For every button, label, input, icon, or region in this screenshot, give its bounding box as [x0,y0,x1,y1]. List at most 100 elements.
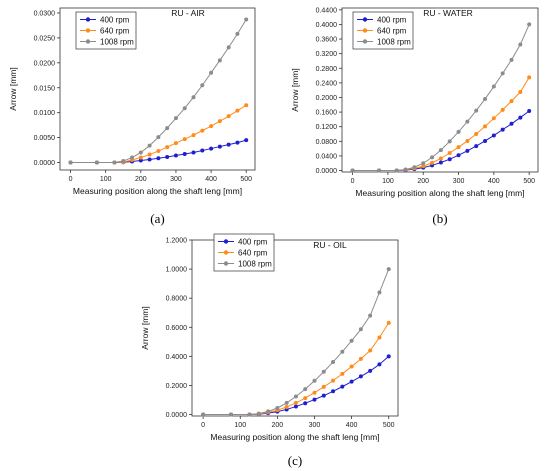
chart-title: RU - OIL [313,240,347,250]
data-point-1008 [209,70,214,75]
data-point-1008 [430,155,435,160]
data-point-1008 [201,412,206,417]
data-point-1008 [491,84,496,89]
chart-panel-b: 0 100 200 300 400 500 0.0000 0.0400 0.0800 0.1200… [290,7,539,226]
data-point-400 [483,138,488,143]
data-point-640 [235,108,240,113]
legend-label: 640 rpm [100,27,130,36]
data-point-640 [456,145,461,150]
data-point-1008 [377,290,382,295]
data-point-1008 [350,168,355,173]
chart-title: RU - WATER [423,8,473,18]
x-tick-label: 400 [346,422,358,429]
data-point-640 [191,133,196,138]
y-tick-label: 0.0000 [316,168,338,175]
y-tick-label: 0.0400 [316,153,338,160]
legend-box [75,11,137,50]
data-point-1008 [456,129,461,134]
y-tick-label: 0.0100 [34,110,56,117]
x-tick-label: 100 [382,178,394,185]
data-point-640 [430,160,435,165]
panel-label: (c) [288,453,302,468]
data-point-640 [358,356,363,361]
data-point-640 [321,384,326,389]
data-point-1008 [256,411,261,416]
x-tick-label: 0 [351,178,355,185]
y-tick-label: 0.2800 [316,66,338,73]
x-tick-label: 500 [240,176,252,183]
data-point-400 [182,152,187,157]
data-point-1008 [412,165,417,170]
x-tick-label: 100 [100,176,112,183]
data-point-400 [456,153,461,158]
data-point-400 [165,155,170,160]
data-point-640 [491,116,496,121]
data-point-400 [377,362,382,367]
data-point-640 [200,128,205,133]
x-tick-label: 0 [69,176,73,183]
data-point-400 [358,374,363,379]
data-point-1008 [173,116,178,121]
data-point-400 [173,153,178,158]
legend-label: 1008 rpm [100,38,134,47]
x-tick-label: 200 [135,176,147,183]
y-tick-label: 0.2000 [316,95,338,102]
data-point-1008 [358,327,363,332]
legend-marker-400 [223,239,229,244]
data-point-400 [138,158,143,163]
data-point-640 [483,124,488,129]
y-tick-label: 0.0050 [34,135,56,142]
data-point-400 [491,133,496,138]
chart-panel-a: 0 100 200 300 400 500 0.0000 0.0050 0.0100 0.0150… [8,7,256,226]
x-tick-label: 400 [488,178,500,185]
data-point-640 [284,404,289,409]
data-point-1008 [340,349,345,354]
legend: 400 rpm 640 rpm 1008 rpm [213,233,275,272]
legend-label: 400 rpm [238,238,268,247]
legend-label: 400 rpm [377,16,407,25]
data-point-640 [303,396,308,401]
y-tick-label: 0.2000 [166,383,188,390]
data-point-400 [303,401,308,406]
data-point-400 [509,121,514,126]
data-point-640 [386,320,391,325]
data-point-1008 [421,161,426,166]
data-point-1008 [403,167,408,172]
data-point-1008 [228,412,233,417]
data-point-640 [368,348,373,353]
data-point-640 [156,149,161,154]
y-tick-label: 0.4000 [316,22,338,29]
data-point-1008 [518,42,523,47]
y-tick-label: 0.0150 [34,85,56,92]
x-tick-label: 200 [272,422,284,429]
panel-label: (a) [150,211,164,226]
chart-title: RU - AIR [171,8,205,18]
data-point-400 [447,157,452,162]
data-point-1008 [438,148,443,153]
y-axis-label: Arrow [mm] [140,306,150,349]
data-point-640 [138,155,143,160]
plot-frame [191,239,399,417]
data-point-640 [340,371,345,376]
y-tick-label: 0.1200 [316,124,338,131]
legend-marker-1008 [362,39,368,44]
x-tick-label: 300 [170,176,182,183]
data-point-400 [217,144,222,149]
data-point-400 [368,368,373,373]
data-point-640 [518,90,523,95]
data-point-400 [244,138,249,143]
data-point-1008 [247,412,252,417]
data-point-1008 [349,338,354,343]
data-point-400 [209,146,214,151]
y-tick-label: 1.2000 [166,238,188,245]
legend: 400 rpm 640 rpm 1008 rpm [75,11,137,50]
x-tick-label: 200 [417,178,429,185]
y-tick-label: 0.0000 [34,160,56,167]
data-point-640 [447,151,452,156]
data-point-640 [527,75,532,80]
data-point-400 [147,157,152,162]
data-point-400 [500,127,505,132]
data-point-640 [312,390,317,395]
data-point-640 [349,364,354,369]
data-point-1008 [331,360,336,365]
